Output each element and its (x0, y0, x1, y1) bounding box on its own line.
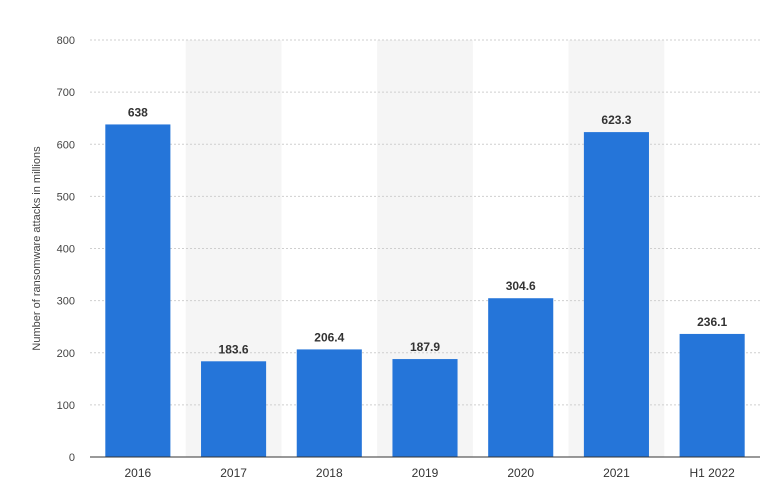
y-tick-label: 800 (57, 35, 75, 47)
bar-value-label: 187.9 (410, 340, 440, 354)
y-tick-label: 400 (57, 244, 75, 256)
x-tick-label: H1 2022 (689, 466, 735, 480)
bar (392, 359, 458, 457)
bar-value-label: 623.3 (601, 113, 631, 127)
x-tick-label: 2020 (507, 466, 534, 480)
bar-value-label: 206.4 (314, 330, 344, 344)
bar (488, 298, 554, 457)
y-tick-label: 0 (69, 452, 75, 464)
y-tick-label: 300 (57, 296, 75, 308)
bar (679, 333, 745, 457)
x-tick-label: 2018 (316, 466, 343, 480)
y-tick-label: 500 (57, 191, 75, 203)
x-tick-label: 2016 (125, 466, 152, 480)
y-tick-label: 600 (57, 139, 75, 151)
x-tick-label: 2019 (412, 466, 439, 480)
y-axis-ticks: 0 100 200 300 400 500 600 700 800 (57, 35, 75, 464)
bar (105, 124, 171, 457)
x-tick-label: 2017 (220, 466, 247, 480)
bar-value-label: 304.6 (506, 279, 536, 293)
data-labels: 638 183.6 206.4 187.9 304.6 623.3 236.1 (128, 105, 728, 356)
y-tick-label: 700 (57, 87, 75, 99)
x-axis-ticks: 2016 2017 2018 2019 2020 2021 H1 2022 (125, 466, 736, 480)
bar (296, 349, 362, 457)
bar-value-label: 236.1 (697, 315, 727, 329)
x-tick-label: 2021 (603, 466, 630, 480)
bar-value-label: 183.6 (219, 342, 249, 356)
bar (583, 132, 649, 458)
bar-value-label: 638 (128, 105, 148, 119)
y-tick-label: 200 (57, 348, 75, 360)
bar (201, 361, 267, 457)
bars (105, 124, 745, 458)
y-tick-label: 100 (57, 400, 75, 412)
y-axis-title: Number of ransomware attacks in millions (31, 146, 43, 351)
